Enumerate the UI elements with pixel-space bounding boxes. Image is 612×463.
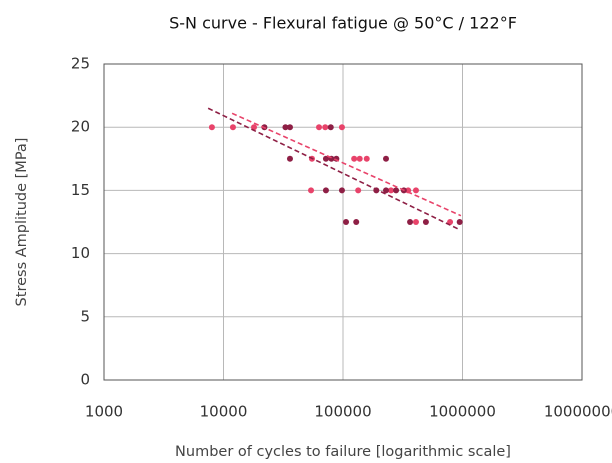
point bbox=[456, 219, 463, 225]
y-tick-label: 20 bbox=[71, 118, 90, 136]
y-tick-label: 25 bbox=[71, 55, 90, 73]
point bbox=[308, 187, 315, 194]
point bbox=[412, 187, 419, 194]
point bbox=[383, 155, 390, 162]
point bbox=[353, 219, 360, 225]
point bbox=[356, 155, 363, 162]
x-tick-label: 100000 bbox=[314, 403, 371, 421]
x-tick-label: 1000000 bbox=[429, 403, 496, 421]
point bbox=[351, 155, 358, 162]
point bbox=[208, 124, 215, 131]
point bbox=[327, 124, 334, 131]
y-axis-title: Stress Amplitude [MPa] bbox=[14, 138, 30, 307]
point bbox=[393, 187, 400, 194]
x-axis-title: Number of cycles to failure [logarithmic… bbox=[175, 444, 511, 460]
trendline bbox=[231, 112, 462, 217]
point bbox=[343, 219, 350, 225]
point bbox=[286, 124, 293, 131]
point bbox=[322, 124, 329, 131]
y-tick-label: 0 bbox=[80, 371, 90, 389]
y-tick-label: 15 bbox=[71, 181, 90, 199]
chart-title: S-N curve - Flexural fatigue @ 50°C / 12… bbox=[169, 14, 517, 33]
point bbox=[229, 124, 236, 131]
point bbox=[316, 124, 323, 131]
y-tick-label: 10 bbox=[71, 244, 90, 262]
x-tick-label: 1000 bbox=[85, 403, 123, 421]
point bbox=[286, 155, 293, 162]
point bbox=[412, 219, 419, 225]
point bbox=[282, 124, 289, 131]
point bbox=[322, 155, 329, 162]
point bbox=[251, 124, 258, 131]
point bbox=[363, 155, 370, 162]
point bbox=[338, 124, 345, 131]
point bbox=[387, 187, 394, 194]
point bbox=[407, 219, 414, 225]
point bbox=[322, 187, 329, 194]
x-tick-label: 10000000 bbox=[544, 403, 612, 421]
point bbox=[383, 187, 390, 194]
plot-border bbox=[103, 63, 583, 381]
point bbox=[355, 187, 362, 194]
point bbox=[338, 187, 345, 194]
y-tick-label: 5 bbox=[80, 307, 90, 325]
trendline bbox=[207, 107, 459, 230]
x-tick-label: 10000 bbox=[200, 403, 248, 421]
point bbox=[422, 219, 429, 225]
